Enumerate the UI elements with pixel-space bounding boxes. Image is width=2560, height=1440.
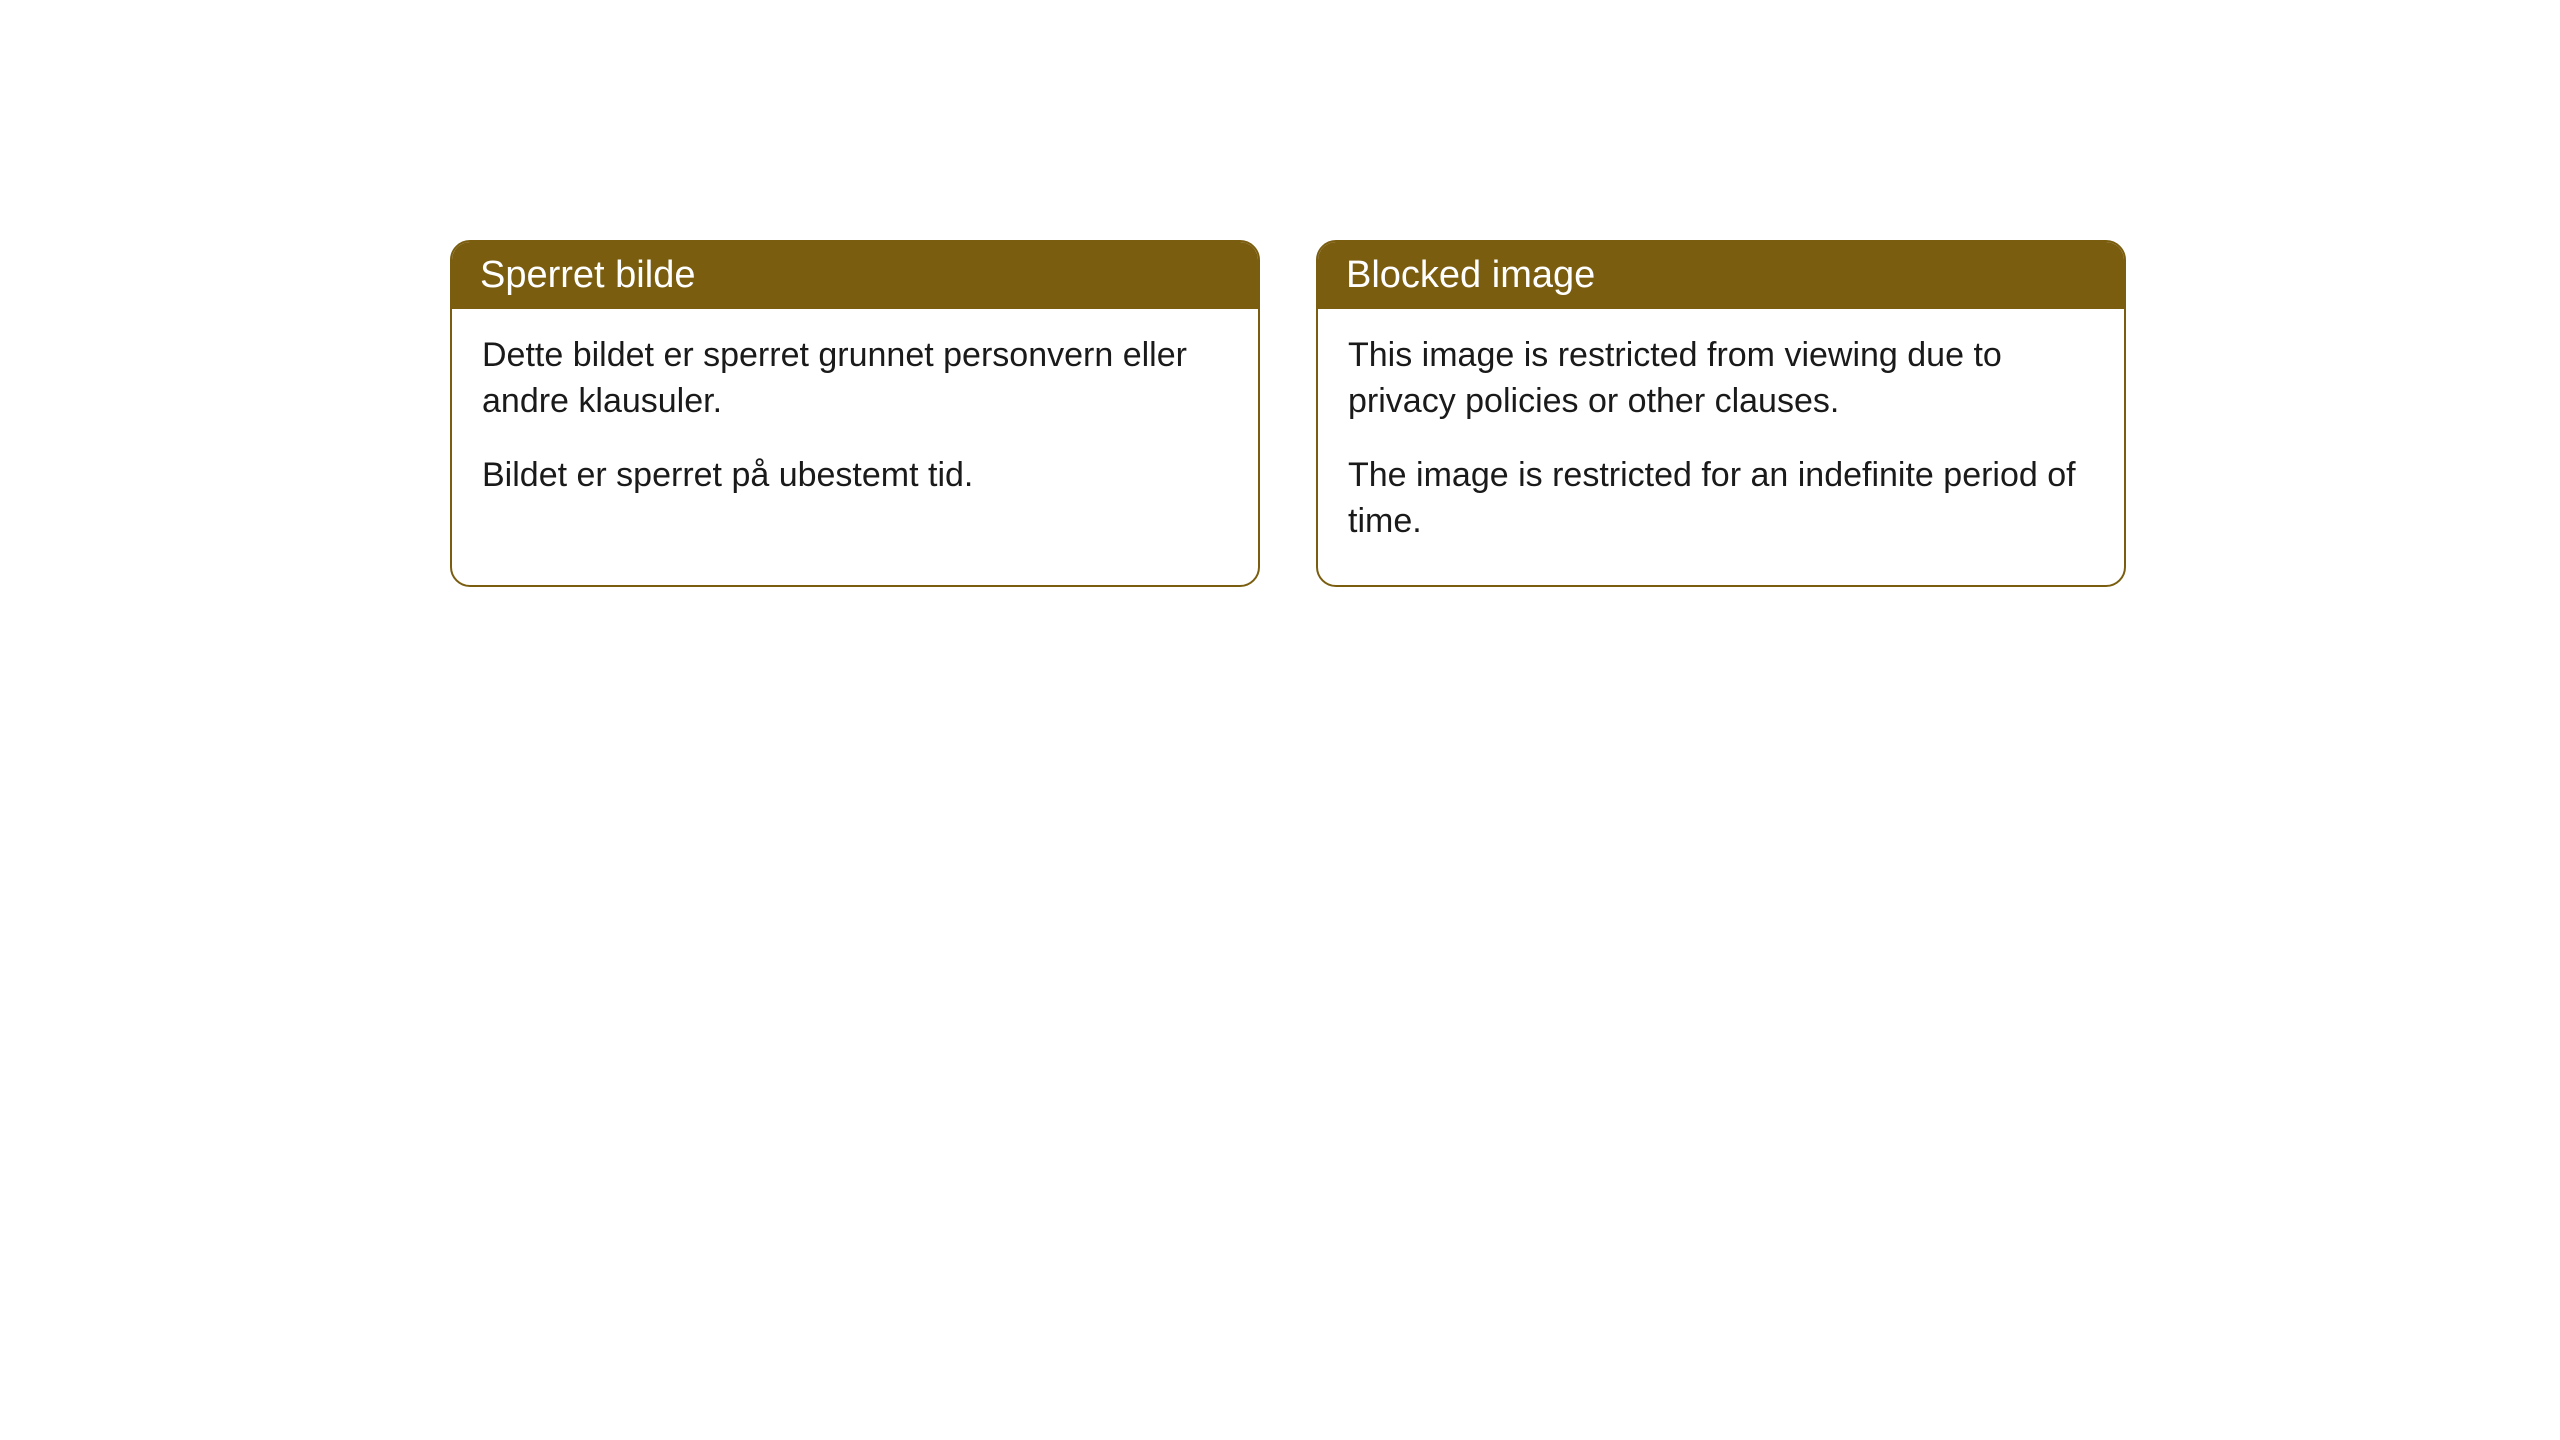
notice-card-english: Blocked image This image is restricted f… — [1316, 240, 2126, 587]
notice-paragraph: Bildet er sperret på ubestemt tid. — [482, 453, 1228, 499]
notice-card-body: Dette bildet er sperret grunnet personve… — [452, 309, 1258, 539]
notice-paragraph: Dette bildet er sperret grunnet personve… — [482, 333, 1228, 425]
notice-card-norwegian: Sperret bilde Dette bildet er sperret gr… — [450, 240, 1260, 587]
notice-paragraph: This image is restricted from viewing du… — [1348, 333, 2094, 425]
notice-container: Sperret bilde Dette bildet er sperret gr… — [0, 0, 2560, 587]
notice-card-title: Sperret bilde — [452, 242, 1258, 309]
notice-card-body: This image is restricted from viewing du… — [1318, 309, 2124, 585]
notice-paragraph: The image is restricted for an indefinit… — [1348, 453, 2094, 545]
notice-card-title: Blocked image — [1318, 242, 2124, 309]
